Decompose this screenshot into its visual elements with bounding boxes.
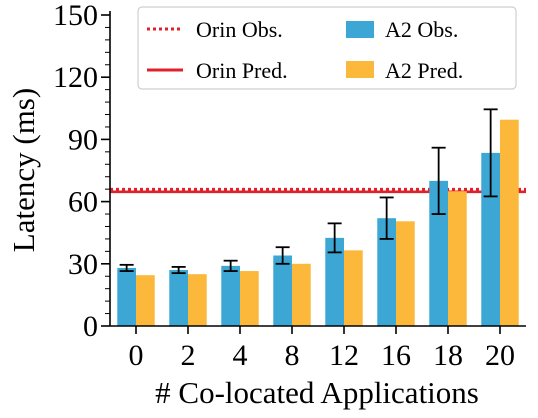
legend-swatch-a2-pred [346, 61, 374, 78]
bar-a2-pred-8 [292, 263, 311, 326]
x-tick-label: 20 [485, 339, 515, 372]
legend: Orin Obs. Orin Pred. A2 Obs. A2 Pred. [137, 6, 517, 90]
bar-a2-obs-4 [221, 265, 240, 326]
bar-a2-pred-0 [136, 275, 155, 326]
y-tick-label: 150 [53, 0, 98, 32]
y-tick-label: 0 [83, 310, 98, 343]
x-tick-label: 8 [285, 339, 300, 372]
legend-frame [137, 6, 517, 90]
y-tick-label: 30 [68, 248, 98, 281]
x-tick-label: 12 [329, 339, 359, 372]
bar-a2-pred-20 [500, 119, 519, 326]
x-tick-label: 18 [433, 339, 463, 372]
bar-a2-obs-18 [429, 180, 448, 326]
legend-label-a2-obs: A2 Obs. [385, 17, 458, 42]
bar-a2-pred-2 [188, 274, 207, 326]
y-tick-label: 120 [53, 61, 98, 94]
bars-group [117, 119, 519, 326]
x-ticks-group: 0 2 4 8 12 16 18 20 [129, 326, 515, 372]
legend-label-orin-pred: Orin Pred. [196, 58, 288, 83]
y-ticks-group: 0 30 60 90 120 150 [53, 0, 110, 343]
bar-a2-obs-16 [377, 218, 396, 326]
bar-a2-pred-18 [448, 191, 467, 326]
legend-label-orin-obs: Orin Obs. [196, 17, 283, 42]
x-tick-label: 16 [381, 339, 411, 372]
y-tick-label: 60 [68, 186, 98, 219]
bar-a2-pred-12 [344, 250, 363, 326]
bar-a2-obs-0 [117, 267, 136, 326]
bar-a2-obs-8 [273, 255, 292, 326]
x-tick-label: 4 [233, 339, 248, 372]
y-axis-label: Latency (ms) [6, 88, 41, 252]
error-bars-group [119, 108, 498, 275]
legend-label-a2-pred: A2 Pred. [385, 58, 463, 83]
y-tick-label: 90 [68, 123, 98, 156]
bar-a2-obs-2 [169, 270, 188, 326]
x-tick-label: 0 [129, 339, 144, 372]
x-axis-label: # Co-located Applications [155, 375, 479, 410]
axes-group [109, 11, 526, 327]
legend-swatch-a2-obs [346, 21, 374, 38]
y-minor-ticks [105, 26, 110, 315]
bar-a2-pred-16 [396, 221, 415, 326]
bar-a2-obs-12 [325, 237, 344, 326]
x-tick-label: 2 [181, 339, 196, 372]
bar-a2-pred-4 [240, 271, 259, 326]
